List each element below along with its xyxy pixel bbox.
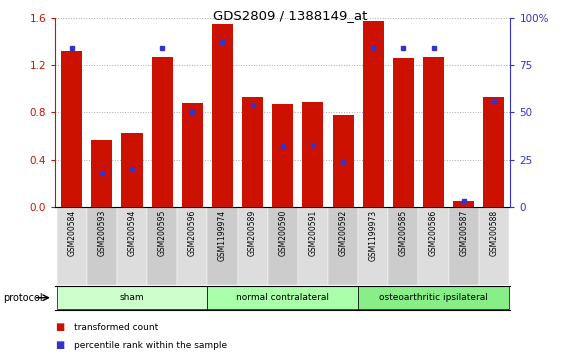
Bar <box>177 207 208 285</box>
Text: GSM200587: GSM200587 <box>459 210 468 256</box>
Text: GSM200593: GSM200593 <box>97 210 106 256</box>
Text: GSM200584: GSM200584 <box>67 210 76 256</box>
Bar <box>332 115 354 207</box>
Text: normal contralateral: normal contralateral <box>236 293 329 302</box>
Text: protocol: protocol <box>3 293 42 303</box>
Bar <box>393 58 414 207</box>
Text: GSM200590: GSM200590 <box>278 210 287 256</box>
Text: osteoarthritic ipsilateral: osteoarthritic ipsilateral <box>379 293 488 302</box>
Bar <box>57 207 87 285</box>
Bar <box>418 207 448 285</box>
Bar <box>208 286 358 309</box>
Bar <box>268 207 298 285</box>
Bar <box>87 207 117 285</box>
Bar <box>212 24 233 207</box>
Text: GSM200585: GSM200585 <box>399 210 408 256</box>
Bar <box>298 207 328 285</box>
Text: GSM200589: GSM200589 <box>248 210 257 256</box>
Text: GSM200586: GSM200586 <box>429 210 438 256</box>
Bar <box>453 201 474 207</box>
Bar <box>388 207 418 285</box>
Bar <box>121 132 143 207</box>
Bar <box>358 207 388 285</box>
Bar <box>448 207 478 285</box>
Bar <box>362 21 384 207</box>
Bar <box>147 207 177 285</box>
Bar <box>208 207 238 285</box>
Bar <box>328 207 358 285</box>
Bar <box>182 103 203 207</box>
Text: GSM200588: GSM200588 <box>490 210 498 256</box>
Bar <box>272 104 293 207</box>
Text: GSM200595: GSM200595 <box>158 210 166 256</box>
Bar <box>302 102 324 207</box>
Bar <box>358 286 509 309</box>
Bar <box>478 207 509 285</box>
Bar <box>61 51 82 207</box>
Text: sham: sham <box>119 293 144 302</box>
Text: transformed count: transformed count <box>74 323 158 332</box>
Text: GSM200592: GSM200592 <box>339 210 347 256</box>
Bar <box>57 286 208 309</box>
Bar <box>151 57 173 207</box>
Bar <box>483 97 505 207</box>
Bar <box>423 57 444 207</box>
Bar <box>91 139 113 207</box>
Bar <box>117 207 147 285</box>
Text: GDS2809 / 1388149_at: GDS2809 / 1388149_at <box>213 9 367 22</box>
Bar <box>238 207 268 285</box>
Text: GSM200591: GSM200591 <box>309 210 317 256</box>
Text: ■: ■ <box>55 340 64 350</box>
Bar <box>242 97 263 207</box>
Text: GSM1199974: GSM1199974 <box>218 210 227 261</box>
Text: GSM1199973: GSM1199973 <box>369 210 378 261</box>
Text: GSM200596: GSM200596 <box>188 210 197 256</box>
Text: GSM200594: GSM200594 <box>128 210 136 256</box>
Text: ■: ■ <box>55 322 64 332</box>
Text: percentile rank within the sample: percentile rank within the sample <box>74 341 227 350</box>
